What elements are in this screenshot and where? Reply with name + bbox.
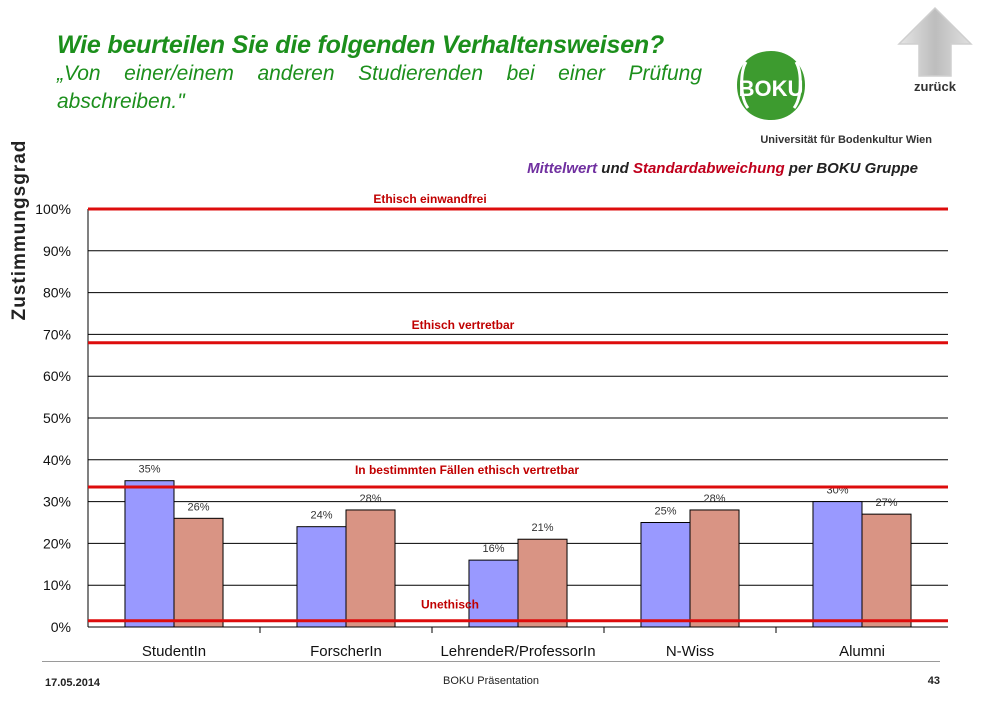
data-label: 27% [875, 497, 897, 509]
slide-title: Wie beurteilen Sie die folgenden Verhalt… [57, 30, 702, 116]
y-tick-label: 80% [43, 285, 71, 301]
boku-logo-icon: BOKU [737, 51, 805, 120]
logo-text: BOKU [739, 76, 804, 101]
y-tick-label: 40% [43, 452, 71, 468]
mean-bar [468, 559, 519, 628]
y-tick-label: 50% [43, 410, 71, 426]
footer-divider [42, 661, 940, 662]
reference-line-label: Ethisch einwandfrei [373, 192, 486, 206]
data-label: 24% [310, 510, 332, 522]
mean-bar [124, 480, 175, 628]
page-number: 43 [927, 675, 940, 687]
x-tick-label: LehrendeR/ProfessorIn [440, 643, 595, 660]
x-tick-label: Alumni [839, 643, 885, 660]
chart-subtitle: Mittelwert und Standardabweichung per BO… [400, 160, 918, 177]
data-label: 28% [359, 493, 381, 505]
subtitle-sd: Standardabweichung [632, 160, 785, 177]
footer-title: BOKU Präsentation [443, 675, 539, 687]
y-tick-label: 100% [35, 201, 71, 217]
y-tick-label: 10% [43, 577, 71, 593]
sd-bar [861, 513, 912, 628]
mean-bar [640, 522, 691, 628]
sd-bar [517, 538, 568, 628]
data-label: 26% [187, 501, 209, 513]
sd-bar [689, 509, 740, 628]
data-label: 21% [531, 522, 553, 534]
subtitle-and: und [597, 160, 633, 177]
data-label: 25% [654, 506, 676, 518]
back-label: zurück [914, 79, 956, 94]
reference-line-label: Ethisch vertretbar [412, 318, 515, 332]
x-tick-label: ForscherIn [310, 643, 382, 660]
subtitle-group: per BOKU Gruppe [784, 160, 918, 177]
question-text: Wie beurteilen Sie die folgenden Verhalt… [57, 31, 665, 59]
mean-bar [296, 526, 347, 628]
y-tick-label: 70% [43, 326, 71, 342]
x-tick-label: N-Wiss [666, 643, 714, 660]
y-tick-label: 20% [43, 535, 71, 551]
data-label: 35% [138, 464, 160, 476]
x-tick-label: StudentIn [142, 643, 206, 660]
subtitle-mean: Mittelwert [527, 160, 598, 177]
sd-bar [173, 517, 224, 628]
footer-date: 17.05.2014 [45, 677, 101, 689]
university-name: Universität für Bodenkultur Wien [760, 134, 932, 146]
data-label: 28% [703, 493, 725, 505]
y-tick-label: 0% [51, 619, 71, 635]
y-tick-label: 60% [43, 368, 71, 384]
back-button[interactable]: zurück [895, 6, 975, 98]
reference-line-label: Unethisch [421, 598, 479, 612]
mean-bar [812, 501, 863, 628]
statement-text: „Von einer/einem anderen Studierenden be… [57, 62, 702, 113]
reference-line-label: In bestimmten Fällen ethisch vertretbar [355, 463, 579, 477]
data-label: 16% [482, 543, 504, 555]
sd-bar [345, 509, 396, 628]
up-arrow-icon [897, 6, 973, 77]
y-tick-label: 30% [43, 494, 71, 510]
y-tick-label: 90% [43, 243, 71, 259]
